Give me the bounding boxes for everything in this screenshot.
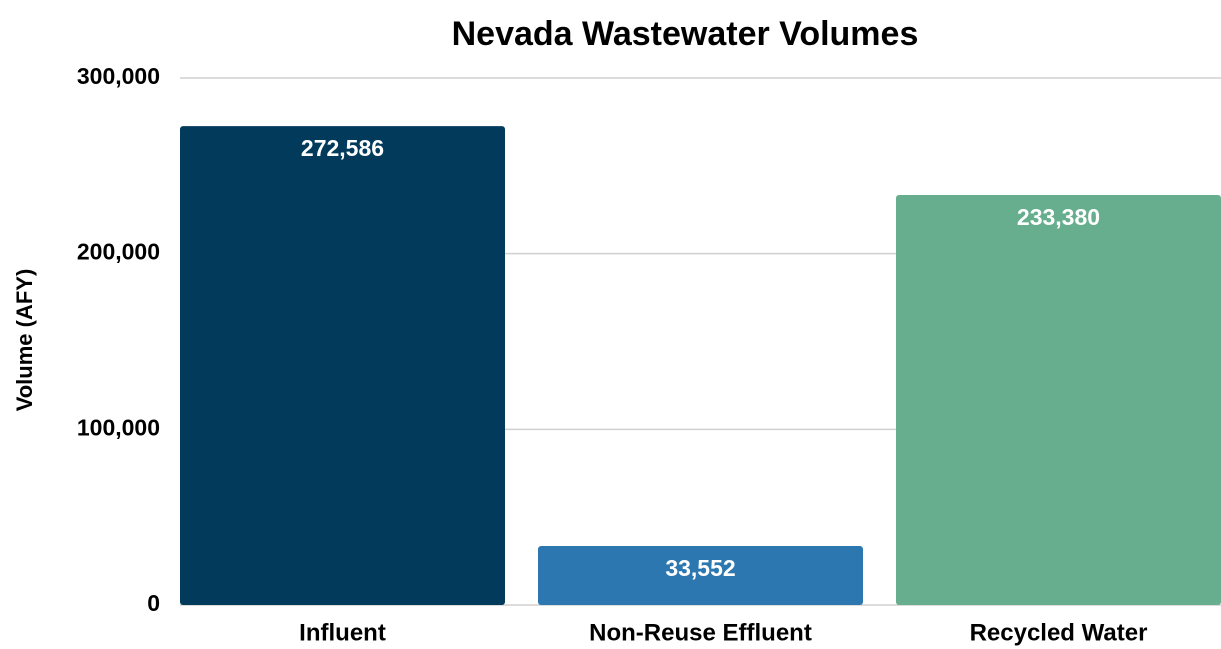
value-label: 233,380 xyxy=(1017,204,1100,230)
value-label: 272,586 xyxy=(301,135,384,161)
chart-title: Nevada Wastewater Volumes xyxy=(452,15,919,53)
bar xyxy=(180,126,505,605)
y-tick-label: 100,000 xyxy=(77,414,160,440)
y-tick-label: 0 xyxy=(147,590,160,616)
x-tick-label: Influent xyxy=(299,619,386,646)
x-tick-label: Recycled Water xyxy=(970,619,1148,646)
y-tick-label: 300,000 xyxy=(77,63,160,89)
value-label: 33,552 xyxy=(665,555,735,581)
x-tick-label: Non-Reuse Effluent xyxy=(589,619,812,646)
bar xyxy=(896,195,1221,606)
bar xyxy=(538,546,863,605)
y-tick-label: 200,000 xyxy=(77,239,160,265)
y-axis-label: Volume (AFY) xyxy=(12,269,37,412)
